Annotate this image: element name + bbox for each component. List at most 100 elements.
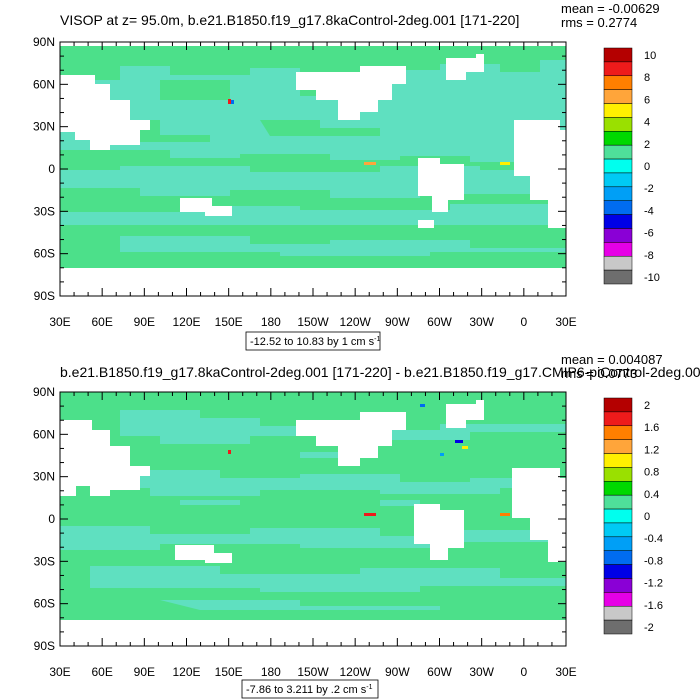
panel-2-mean: mean = 0.004087 [561, 352, 663, 367]
colorbar-swatch [603, 103, 633, 118]
y-tick-label: 0 [48, 162, 55, 176]
x-tick-label: 30E [49, 315, 70, 329]
colorbar-swatch [603, 453, 633, 468]
panel-2-x-axis: 30E 60E 90E 120E 150E 180 150W 120W 90W 60W 30W 0 30… [49, 392, 577, 679]
colorbar-swatch [603, 214, 633, 229]
colorbar-swatch [603, 75, 633, 90]
y-tick-label: 0 [48, 512, 55, 526]
y-tick-label: 60S [34, 597, 55, 611]
y-tick-label: 60N [33, 77, 55, 91]
colorbar-label: 1.6 [644, 422, 659, 434]
x-tick-label: 30W [469, 665, 494, 679]
colorbar-label: -4 [644, 205, 654, 217]
colorbar-label: 2 [644, 139, 650, 151]
colorbar-label: 0.4 [644, 489, 659, 501]
colorbar-label: 8 [644, 72, 650, 84]
panel-2-title: b.e21.B1850.f19_g17.8kaControl-2deg.001 … [60, 364, 700, 380]
colorbar-label: -0.4 [644, 533, 663, 545]
panel-2-rms: rms = 0.0773 [561, 366, 637, 381]
x-tick-label: 60E [91, 315, 112, 329]
panel-2-land-asia [60, 420, 150, 496]
colorbar-swatch [603, 186, 633, 201]
colorbar-swatch [603, 117, 633, 132]
colorbar-swatch [603, 619, 633, 635]
colorbar-label: -10 [644, 272, 660, 284]
x-tick-label: 150W [297, 665, 329, 679]
colorbar-swatch [603, 522, 633, 538]
x-tick-label: 0 [520, 665, 527, 679]
colorbar-swatch [603, 481, 633, 496]
panel-2-contour-info-box: -7.86 to 3.211 by .2 cm s-1 [241, 679, 379, 699]
colorbar-label: -1.2 [644, 578, 663, 590]
y-tick-label: 60S [34, 247, 55, 261]
colorbar-label: 1.2 [644, 444, 659, 456]
panel-2-land-africa [512, 468, 566, 562]
colorbar-swatch [603, 550, 633, 565]
colorbar-label: 6 [644, 94, 650, 106]
panel-2-contour-info: -7.86 to 3.211 by .2 cm s-1 [246, 684, 373, 696]
colorbar-swatch [603, 158, 633, 174]
colorbar-swatch [603, 172, 633, 188]
x-tick-label: 120W [339, 665, 371, 679]
x-tick-label: 60E [91, 665, 112, 679]
y-tick-label: 30N [33, 470, 55, 484]
colorbar-label: 2 [644, 400, 650, 412]
x-tick-label: 180 [261, 665, 281, 679]
panel-1-land-north-america [296, 66, 406, 120]
colorbar-swatch [603, 131, 633, 146]
panel-2-land-australia [175, 545, 232, 563]
x-tick-label: 60W [427, 665, 452, 679]
x-tick-label: 120E [172, 665, 200, 679]
colorbar-label: 10 [644, 50, 656, 62]
colorbar-swatch [603, 467, 633, 482]
colorbar-swatch [603, 564, 633, 579]
panel-1-contour-info-box: -12.52 to 10.83 by 1 cm s-1 [245, 331, 380, 351]
y-tick-label: 90N [33, 385, 55, 399]
colorbar-swatch [603, 411, 633, 427]
x-tick-label: 150W [297, 315, 329, 329]
panel-1-land-africa [514, 120, 566, 228]
x-tick-label: 120E [172, 315, 200, 329]
x-tick-label: 30E [555, 665, 576, 679]
panel-2: b.e21.B1850.f19_g17.8kaControl-2deg.001 … [33, 352, 700, 699]
colorbar-label: -8 [644, 250, 654, 262]
colorbar-swatch [603, 242, 633, 257]
panel-2-land-north-america [296, 412, 406, 466]
colorbar-label: -6 [644, 228, 654, 240]
x-tick-label: 90W [385, 665, 410, 679]
colorbar-swatch [603, 61, 633, 77]
panel-1-mean: mean = -0.00629 [561, 1, 660, 16]
colorbar-swatch [603, 425, 633, 440]
colorbar-label: -0.8 [644, 555, 663, 567]
y-tick-label: 90S [34, 289, 55, 303]
colorbar-label: -1.6 [644, 600, 663, 612]
colorbar-swatch [603, 397, 633, 413]
panel-1-colorbar: 10 8 6 4 2 0 -2 -4 -6 -8 -10 [603, 47, 660, 285]
x-tick-label: 30W [469, 315, 494, 329]
colorbar-label: -2 [644, 622, 654, 634]
colorbar-swatch [603, 536, 633, 551]
panel-1-land-asia [60, 75, 150, 150]
colorbar-swatch [603, 439, 633, 454]
colorbar-swatch [603, 605, 633, 621]
y-tick-label: 30S [34, 554, 55, 568]
colorbar-swatch [603, 89, 633, 104]
y-tick-label: 30N [33, 120, 55, 134]
x-tick-label: 90E [134, 665, 155, 679]
x-tick-label: 150E [215, 315, 243, 329]
y-tick-label: 30S [34, 204, 55, 218]
colorbar-label: 0 [644, 511, 650, 523]
x-tick-label: 120W [339, 315, 371, 329]
panel-1-x-axis: 30E 60E 90E 120E 150E 180 150W 120W 90W 60W 30W 0 30… [49, 42, 577, 329]
panel-2-land-greenland [446, 400, 484, 428]
colorbar-label: 0.8 [644, 467, 659, 479]
colorbar-swatch [603, 269, 633, 285]
colorbar-label: 0 [644, 161, 650, 173]
panel-2-land-south-america [414, 504, 464, 560]
y-tick-label: 90S [34, 639, 55, 653]
colorbar-swatch [603, 592, 633, 607]
x-tick-label: 0 [520, 315, 527, 329]
colorbar-swatch [603, 200, 633, 215]
colorbar-swatch [603, 255, 633, 271]
